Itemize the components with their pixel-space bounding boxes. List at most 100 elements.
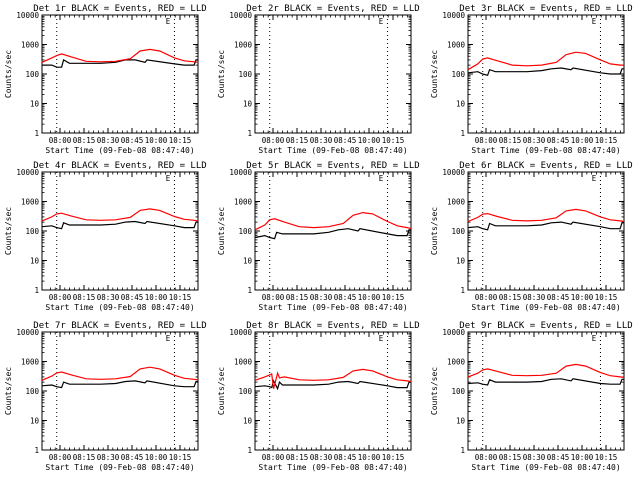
x-tick-label: 10:00 [571, 136, 594, 145]
x-tick-label: 08:00 [49, 453, 72, 462]
y-tick-label: 10000 [442, 328, 465, 337]
event-marker-label: E [379, 334, 384, 343]
x-tick-label: 08:45 [121, 136, 144, 145]
x-tick-label: 10:00 [358, 453, 381, 462]
y-tick-label: 1 [34, 446, 39, 455]
x-tick-label: 08:15 [499, 293, 522, 302]
y-tick-label: 100 [25, 387, 39, 396]
x-tick-label: 08:45 [121, 453, 144, 462]
y-tick-label: 1000 [234, 358, 253, 367]
chart-panel-2: Det 2r BLACK = Events, RED = LLD 1 10 100 10… [217, 4, 420, 155]
panel-title: Det 9r BLACK = Events, RED = LLD [459, 321, 632, 331]
x-tick-label: 10:00 [145, 293, 168, 302]
chart-panel-4: Det 4r BLACK = Events, RED = LLD 1 10 100 10… [4, 161, 207, 312]
y-tick-label: 10 [456, 417, 466, 426]
x-tick-label: 08:45 [547, 293, 570, 302]
lld-series-line [41, 366, 199, 381]
x-tick-label: 08:00 [49, 293, 72, 302]
x-axis-label: Start Time (09-Feb-08 08:47:40) [258, 463, 407, 472]
x-axis-label: Start Time (09-Feb-08 08:47:40) [45, 303, 194, 312]
y-axis-label: Counts/sec [217, 207, 226, 255]
panel-title: Det 2r BLACK = Events, RED = LLD [246, 4, 419, 14]
y-tick-label: 10 [243, 100, 253, 109]
lld-series-line [467, 363, 625, 378]
y-axis-label: Counts/sec [430, 50, 439, 98]
x-tick-label: 10:00 [358, 136, 381, 145]
x-tick-label: 10:00 [358, 293, 381, 302]
y-axis-label: Counts/sec [4, 207, 13, 255]
x-axis-label: Start Time (09-Feb-08 08:47:40) [471, 463, 620, 472]
panel-title: Det 5r BLACK = Events, RED = LLD [246, 161, 419, 171]
events-series-line [42, 58, 198, 68]
panel-title: Det 1r BLACK = Events, RED = LLD [33, 4, 206, 14]
y-tick-label: 1 [460, 446, 465, 455]
y-axis-label: Counts/sec [430, 207, 439, 255]
x-tick-label: 10:15 [382, 293, 405, 302]
panel-title: Det 6r BLACK = Events, RED = LLD [459, 161, 632, 171]
x-tick-label: 08:00 [262, 136, 285, 145]
y-axis-label: Counts/sec [430, 367, 439, 415]
x-axis-label: Start Time (09-Feb-08 08:47:40) [471, 146, 620, 155]
chart-panel-7: Det 7r BLACK = Events, RED = LLD 1 10 100 10… [4, 321, 207, 472]
y-tick-label: 10000 [442, 168, 465, 177]
y-tick-label: 10000 [229, 168, 252, 177]
events-series-line [467, 221, 624, 231]
x-tick-label: 10:15 [169, 453, 192, 462]
event-marker-label: E [592, 17, 597, 26]
panel-title: Det 8r BLACK = Events, RED = LLD [246, 321, 419, 331]
y-tick-label: 1000 [21, 358, 40, 367]
events-series-line [41, 220, 198, 230]
x-axis-label: Start Time (09-Feb-08 08:47:40) [45, 146, 194, 155]
event-marker-label: E [166, 174, 171, 183]
x-tick-label: 08:00 [475, 453, 498, 462]
x-tick-label: 10:00 [145, 136, 168, 145]
y-tick-label: 100 [238, 387, 252, 396]
y-tick-label: 10 [456, 257, 466, 266]
x-tick-label: 08:15 [499, 453, 522, 462]
x-tick-label: 08:45 [547, 453, 570, 462]
chart-panel-8: Det 8r BLACK = Events, RED = LLD 1 10 100 10… [217, 321, 420, 472]
y-tick-label: 100 [238, 70, 252, 79]
lld-series-line [467, 208, 625, 223]
event-marker-label: E [379, 17, 384, 26]
y-tick-label: 1000 [447, 41, 466, 50]
event-marker-label: E [166, 334, 171, 343]
x-tick-label: 10:00 [571, 293, 594, 302]
lld-series-line [41, 208, 199, 222]
y-axis-label: Counts/sec [4, 50, 13, 98]
panel-title: Det 3r BLACK = Events, RED = LLD [459, 4, 632, 14]
x-tick-label: 08:45 [334, 293, 357, 302]
x-tick-label: 08:15 [286, 453, 309, 462]
x-tick-label: 08:30 [97, 453, 120, 462]
events-series-line [254, 379, 411, 391]
x-tick-label: 08:15 [286, 136, 309, 145]
y-tick-label: 10 [30, 417, 40, 426]
x-tick-label: 08:15 [499, 136, 522, 145]
y-tick-label: 100 [451, 387, 465, 396]
x-tick-label: 08:15 [286, 293, 309, 302]
events-series-line [467, 67, 624, 77]
y-tick-label: 100 [451, 227, 465, 236]
y-tick-label: 10000 [229, 11, 252, 20]
y-tick-label: 1000 [234, 198, 253, 207]
x-axis-label: Start Time (09-Feb-08 08:47:40) [258, 146, 407, 155]
panel-title: Det 4r BLACK = Events, RED = LLD [33, 161, 206, 171]
y-tick-label: 100 [25, 70, 39, 79]
x-tick-label: 10:15 [595, 293, 618, 302]
lld-series-line [467, 51, 624, 71]
y-tick-label: 1 [34, 286, 39, 295]
y-tick-label: 1 [247, 129, 252, 138]
x-tick-label: 08:30 [97, 136, 120, 145]
x-tick-label: 10:15 [382, 453, 405, 462]
x-axis-label: Start Time (09-Feb-08 08:47:40) [45, 463, 194, 472]
y-tick-label: 10000 [16, 11, 39, 20]
y-axis-label: Counts/sec [217, 50, 226, 98]
x-tick-label: 10:15 [169, 293, 192, 302]
x-tick-label: 08:30 [523, 293, 546, 302]
x-tick-label: 10:00 [145, 453, 168, 462]
x-tick-label: 08:15 [73, 136, 96, 145]
y-tick-label: 1 [34, 129, 39, 138]
event-marker-label: E [592, 334, 597, 343]
x-tick-label: 08:30 [310, 293, 333, 302]
y-tick-label: 1000 [21, 41, 40, 50]
